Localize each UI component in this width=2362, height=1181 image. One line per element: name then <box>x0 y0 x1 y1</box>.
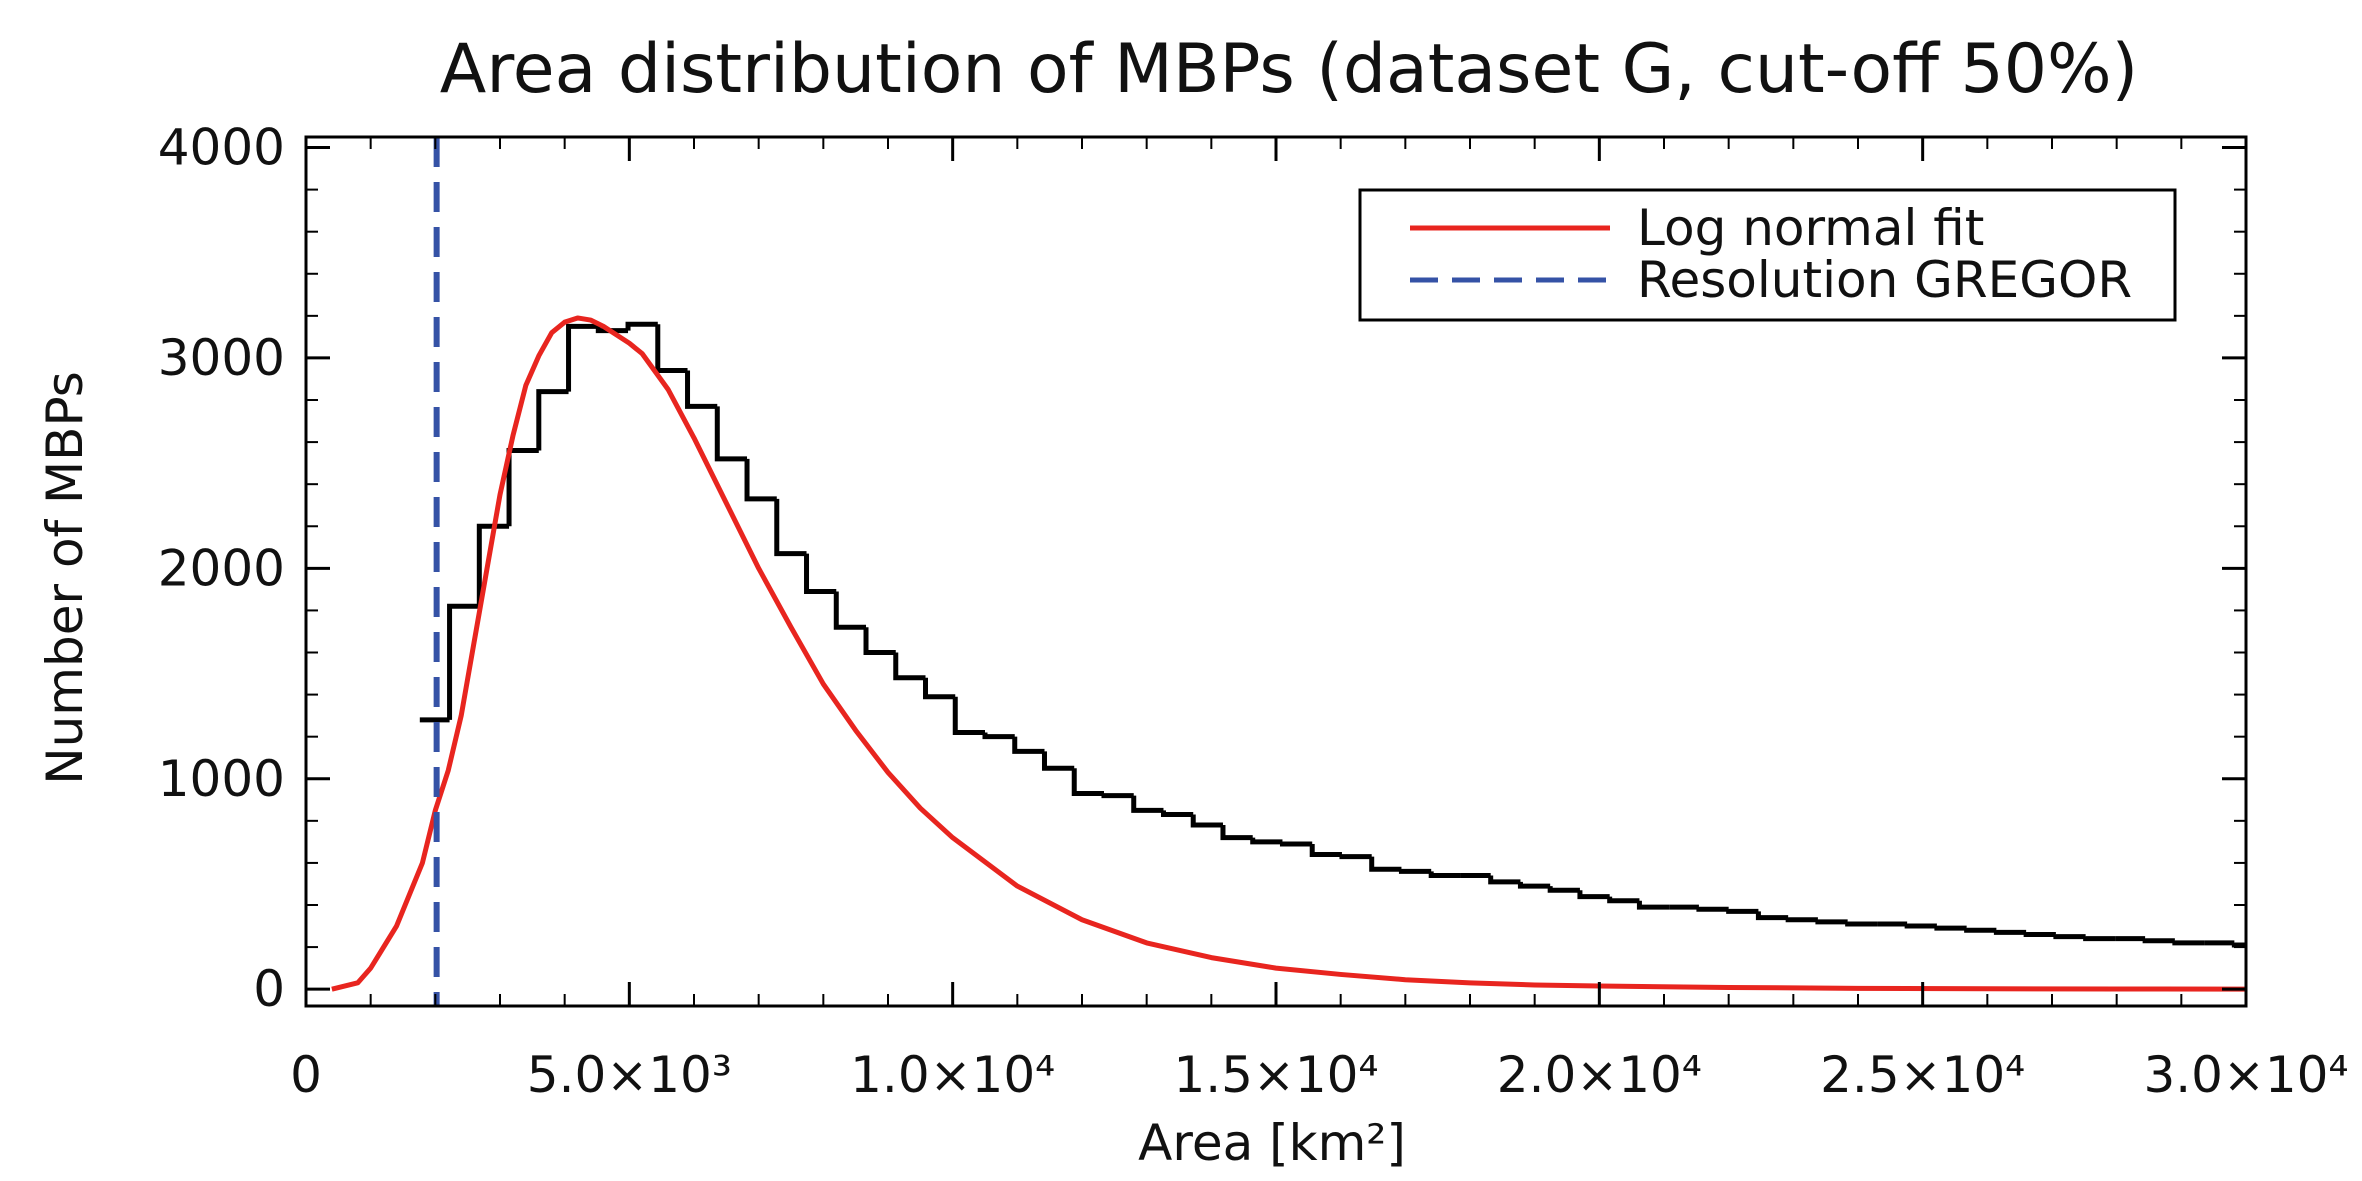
histogram-bin <box>1607 896 1640 904</box>
x-tick-label: 0 <box>290 1046 322 1104</box>
histogram-bin <box>1220 825 1253 841</box>
histogram-bin <box>655 324 688 374</box>
histogram-bin <box>1993 929 2027 935</box>
y-tick-label: 0 <box>253 960 285 1018</box>
histogram-bin <box>1547 886 1580 893</box>
x-tick-label: 2.0×10⁴ <box>1497 1046 1702 1104</box>
axis-ticks <box>304 137 2248 1006</box>
legend-fit-label: Log normal fit <box>1637 199 1984 257</box>
histogram-bin <box>804 553 837 594</box>
histogram-bin <box>774 498 807 557</box>
histogram-bin <box>566 323 599 392</box>
fit-series-line <box>331 315 2247 992</box>
histogram-bin <box>476 523 510 607</box>
histogram-bin <box>863 627 896 656</box>
histogram-bin <box>1815 919 1848 925</box>
histogram-bin <box>893 652 926 681</box>
histogram-bin <box>714 406 748 462</box>
histogram-bin <box>685 370 718 409</box>
histogram-bin <box>2023 931 2056 937</box>
histogram-layer <box>419 321 2246 948</box>
histogram-bin <box>1041 751 1075 771</box>
histogram-bin <box>1369 856 1402 872</box>
histogram-bin <box>1696 906 1729 912</box>
histogram-bin <box>1785 917 1818 923</box>
y-tick-label: 4000 <box>158 119 285 177</box>
histogram-bin <box>1398 868 1432 874</box>
histogram-bin <box>982 732 1015 740</box>
legend-box <box>1358 188 2177 322</box>
histogram-bin <box>1964 927 1997 933</box>
y-tick-label: 2000 <box>158 539 285 597</box>
histogram-bin <box>2053 934 2086 940</box>
histogram-bin <box>595 326 629 334</box>
histogram-bin <box>1726 908 1759 914</box>
histogram-bin <box>2142 938 2175 944</box>
x-tick-label: 3.0×10⁴ <box>2143 1046 2348 1104</box>
histogram-bin <box>1071 768 1104 796</box>
x-axis-label: Area [km²] <box>1138 1114 1406 1172</box>
chart-title: Area distribution of MBPs (dataset G, cu… <box>440 30 2138 109</box>
histogram-bin <box>536 389 569 451</box>
legend-resolution-label: Resolution GREGOR <box>1637 251 2132 309</box>
x-tick-label: 1.5×10⁴ <box>1173 1046 1378 1104</box>
histogram-bin <box>1755 911 1789 921</box>
histogram-bin <box>1250 837 1283 845</box>
y-tick-labels: 0 1000 2000 3000 4000 <box>158 119 285 1019</box>
histogram-bin <box>1131 795 1164 813</box>
x-tick-label: 5.0×10³ <box>527 1046 732 1104</box>
histogram-bin <box>625 321 658 331</box>
histogram-bin <box>833 591 867 630</box>
histogram-bin <box>744 458 777 502</box>
x-tick-label: 2.5×10⁴ <box>1820 1046 2025 1104</box>
histogram-bin <box>2231 942 2246 948</box>
histogram-bin <box>1934 925 1967 931</box>
histogram-bin <box>1012 736 1045 754</box>
y-axis-label: Number of MBPs <box>36 371 94 785</box>
x-tick-labels: 0 5.0×10³ 1.0×10⁴ 1.5×10⁴ 2.0×10⁴ 2.5×10⁴ 3.0×… <box>290 1046 2348 1104</box>
histogram-bin <box>1309 843 1342 858</box>
plot-area <box>304 135 2248 1008</box>
fit-layer <box>331 315 2247 992</box>
y-tick-label: 3000 <box>158 329 285 387</box>
histogram-bin <box>1636 900 1670 910</box>
histogram-bin <box>1488 875 1521 885</box>
histogram-bin <box>1577 890 1610 900</box>
histogram-bin <box>1190 814 1223 828</box>
histogram-bin <box>2172 940 2205 946</box>
histogram-bin <box>1845 921 1878 927</box>
histogram-bin <box>1339 854 1372 860</box>
histogram-bin <box>1101 793 1134 799</box>
legend: Log normal fit Resolution GREGOR <box>1358 188 2177 322</box>
histogram-bin <box>952 696 985 735</box>
histogram-bin <box>506 448 539 527</box>
y-tick-label: 1000 <box>158 750 285 808</box>
histogram-bin <box>2083 936 2116 942</box>
histogram-bin <box>1279 841 1313 847</box>
x-tick-label: 1.0×10⁴ <box>850 1046 1055 1104</box>
histogram-bin <box>1904 923 1937 929</box>
histogram-bin <box>1517 881 1551 889</box>
histogram-bin <box>923 677 956 700</box>
histogram-bin <box>447 603 480 720</box>
histogram-bin <box>1160 810 1194 818</box>
histogram-bin <box>1428 871 1461 879</box>
